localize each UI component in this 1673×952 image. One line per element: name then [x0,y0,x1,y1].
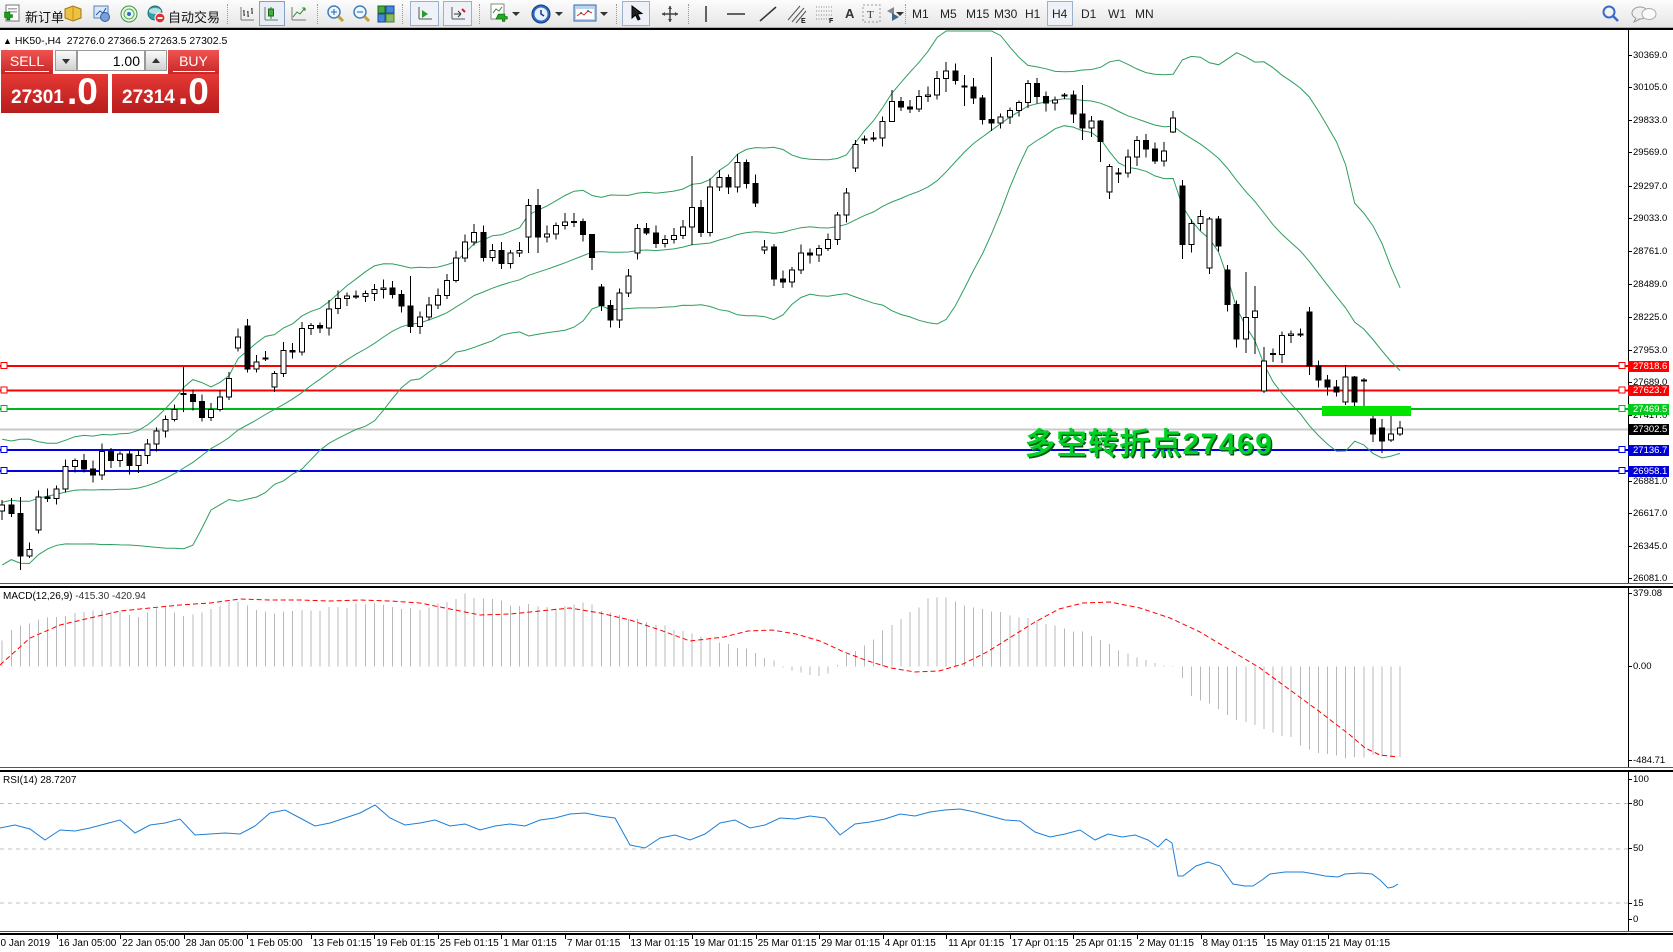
svg-text:T: T [867,9,874,21]
svg-text:F: F [829,18,834,24]
svg-text:E: E [801,18,806,24]
